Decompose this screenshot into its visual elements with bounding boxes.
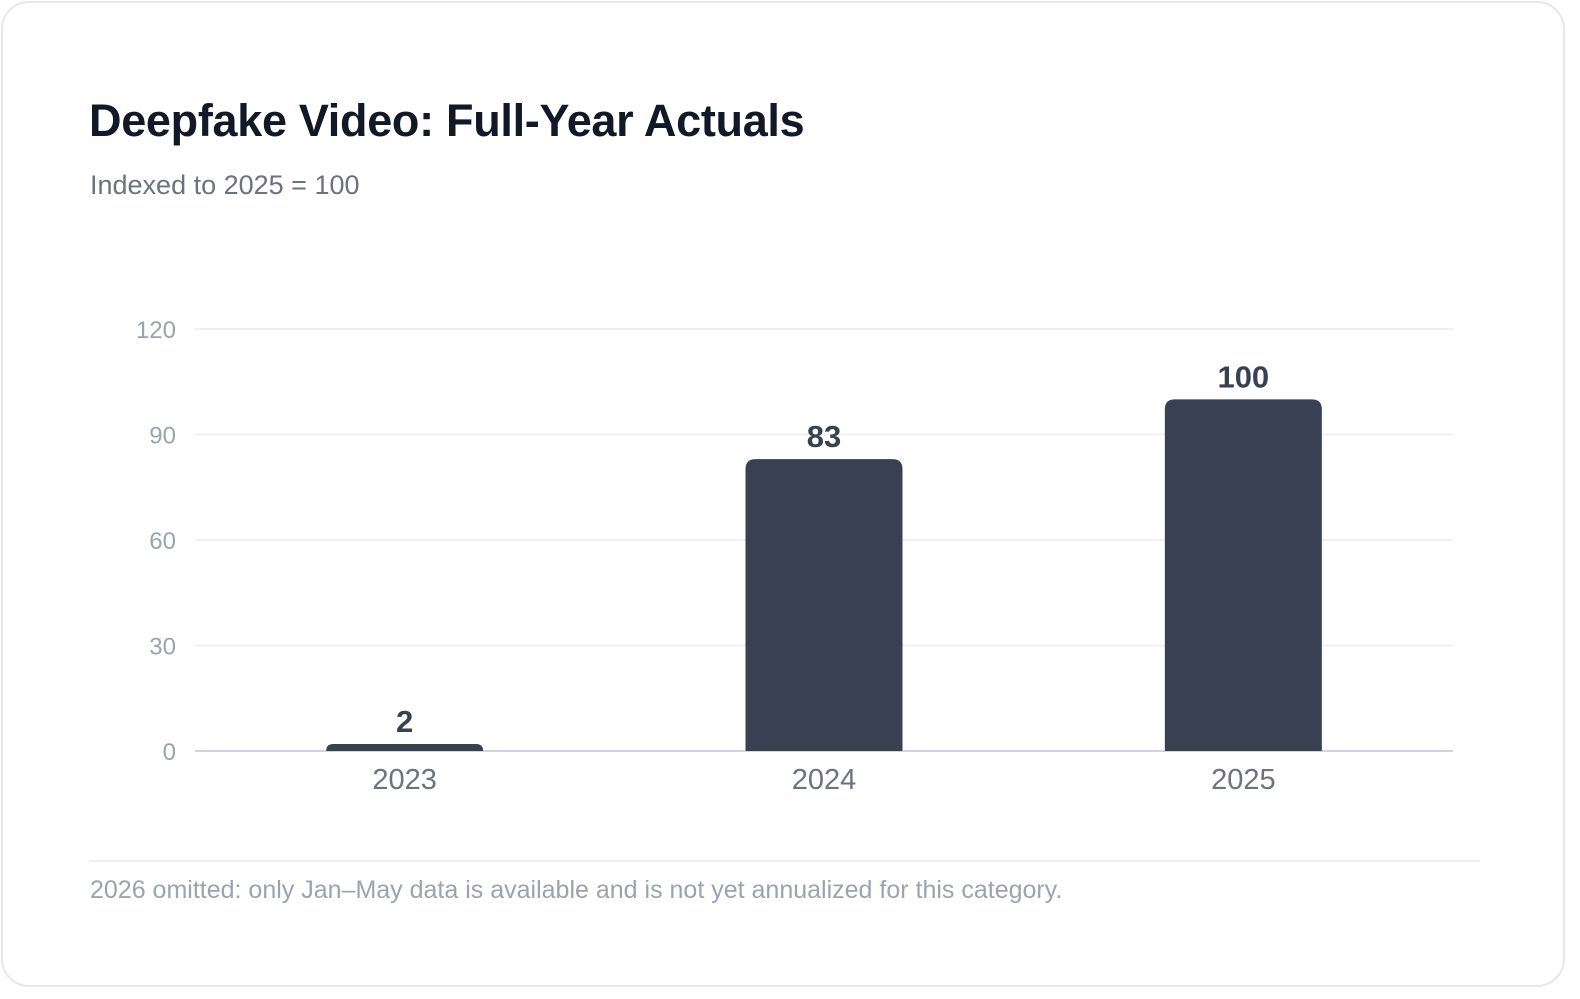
value-label: 83 xyxy=(807,419,841,454)
y-tick-label: 30 xyxy=(149,634,176,661)
x-category-label: 2023 xyxy=(372,764,437,796)
y-tick-label: 90 xyxy=(149,423,176,450)
value-label: 100 xyxy=(1217,359,1269,394)
y-tick-label: 120 xyxy=(136,317,176,344)
value-label: 2 xyxy=(396,704,413,739)
bar-2025 xyxy=(1165,399,1322,751)
x-category-label: 2025 xyxy=(1211,764,1276,796)
x-category-label: 2024 xyxy=(792,764,857,796)
bar-2024 xyxy=(746,459,903,751)
bar-2023 xyxy=(326,744,483,751)
footnote: 2026 omitted: only Jan–May data is avail… xyxy=(90,876,1062,905)
y-tick-label: 60 xyxy=(149,528,176,555)
y-tick-label: 0 xyxy=(163,739,176,766)
footer-divider xyxy=(89,860,1480,862)
